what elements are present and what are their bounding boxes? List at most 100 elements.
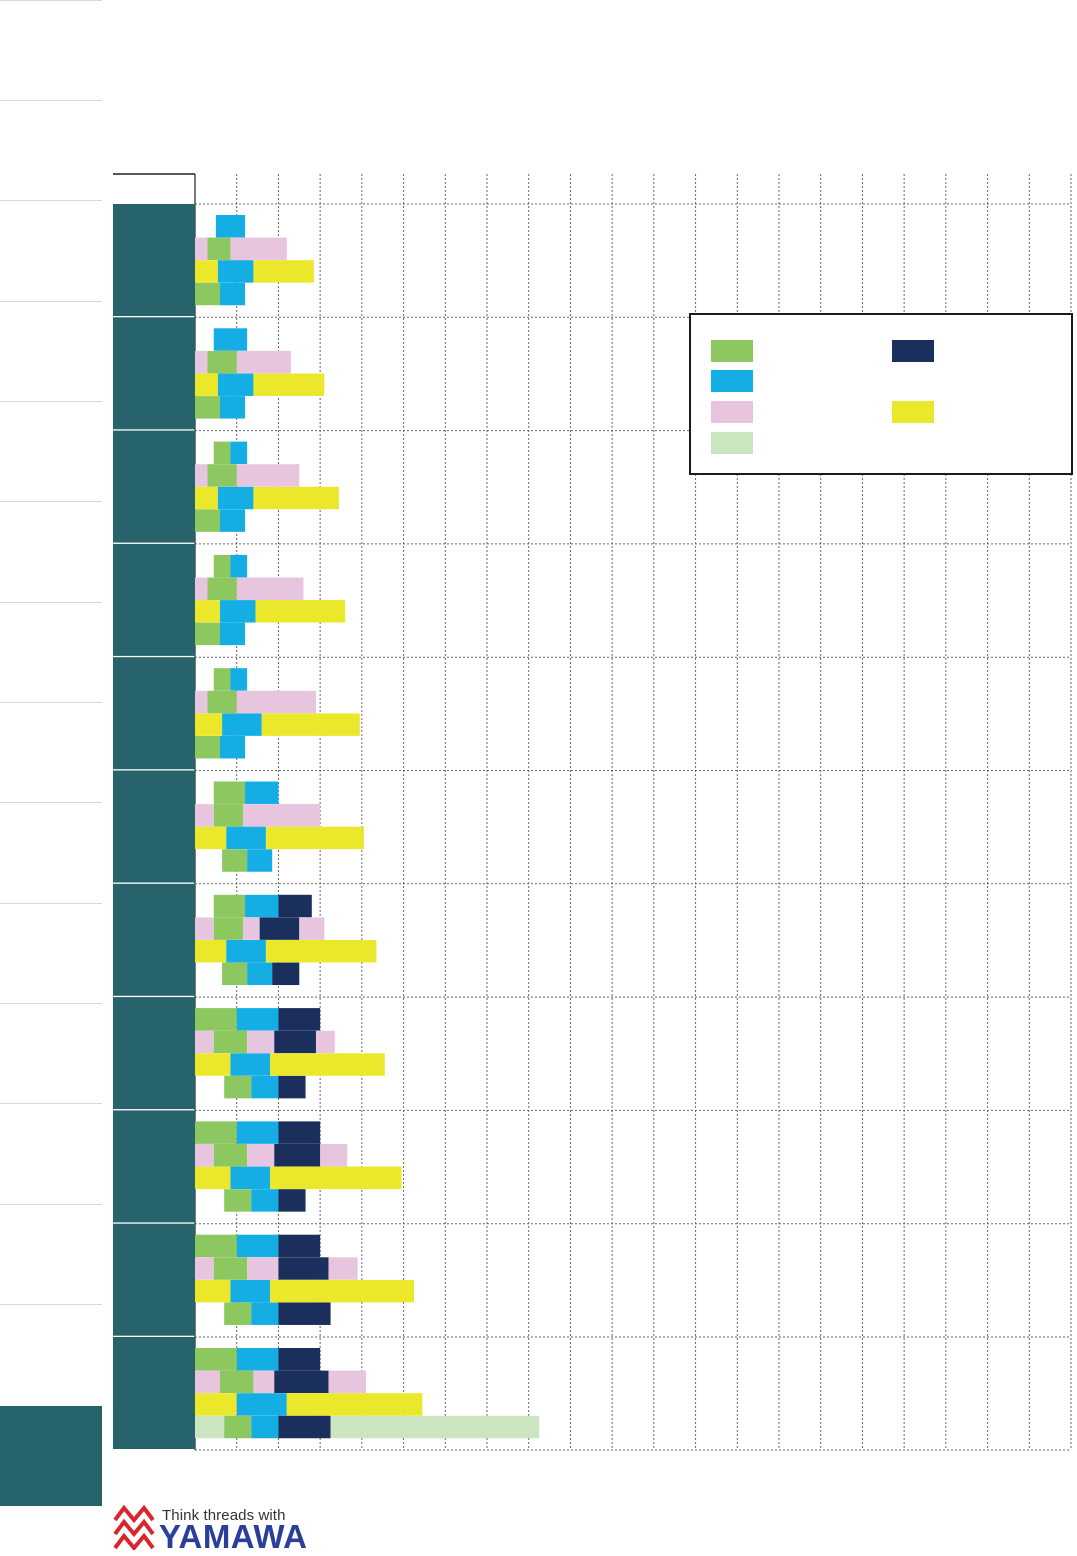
bar-segment-blue <box>220 736 246 759</box>
bar-segment-yellow <box>286 1393 423 1416</box>
bar-segment-green <box>213 1144 248 1167</box>
bar-segment-pink <box>195 350 208 374</box>
bar-segment-blue <box>222 713 262 736</box>
legend-item-yellow <box>892 401 942 423</box>
bar-segment-green <box>213 917 243 940</box>
bar-chart <box>113 173 1073 1451</box>
bar-segment-pink <box>328 1257 358 1280</box>
legend-item-green <box>711 340 761 362</box>
row-group-label <box>113 543 195 656</box>
chart-canvas <box>113 173 1072 1451</box>
legend-swatch <box>711 340 753 362</box>
bar-segment-green <box>213 1257 248 1280</box>
bar-segment-yellow <box>195 940 227 963</box>
chart-legend <box>689 313 1073 475</box>
bar-segment-pink <box>247 1144 275 1167</box>
bar-segment-pink <box>195 917 214 940</box>
bar-segment-green <box>222 962 248 986</box>
bar-segment-yellow <box>253 486 339 510</box>
legend-item-navy <box>892 340 942 362</box>
bar-segment-navy <box>272 962 300 986</box>
bar-segment-pink <box>236 464 300 487</box>
bar-segment-yellow <box>253 260 314 283</box>
bar-segment-pink <box>195 464 208 487</box>
bar-segment-blue <box>251 1415 279 1439</box>
row-group-label <box>113 883 195 996</box>
bar-segment-pink <box>195 577 208 600</box>
bar-segment-pink <box>195 1030 214 1054</box>
bar-segment-blue <box>217 486 254 510</box>
bar-segment-blue <box>236 1348 279 1371</box>
bar-segment-blue <box>220 600 256 623</box>
sidebar-divider <box>0 501 102 502</box>
footer-brand: Think threads with YAMAWA <box>112 1504 322 1555</box>
bar-segment-pink <box>253 1370 275 1394</box>
bar-segment-blue <box>251 1189 279 1212</box>
sidebar-divider <box>0 903 102 904</box>
bar-segment-green <box>224 1415 252 1439</box>
bar-segment-pink <box>195 1257 214 1280</box>
bar-segment-navy <box>278 1302 331 1325</box>
row-group-label <box>113 1110 195 1223</box>
bar-segment-navy <box>278 1257 329 1280</box>
bar-segment-green <box>213 894 246 918</box>
bar-segment-blue <box>230 668 248 691</box>
bar-segment-yellow <box>255 600 346 623</box>
bar-segment-yellow <box>195 600 221 623</box>
bar-segment-pink <box>299 917 325 940</box>
bar-segment-blue <box>220 396 246 419</box>
legend-swatch <box>892 401 934 423</box>
row-group-label <box>113 997 195 1110</box>
bar-segment-navy <box>278 1415 331 1439</box>
bar-segment-blue <box>226 940 266 963</box>
bar-segment-green <box>213 781 246 804</box>
bar-segment-green <box>224 1189 252 1212</box>
bar-segment-yellow <box>195 1166 231 1190</box>
bar-segment-blue <box>230 441 248 465</box>
legend-item-blue <box>711 370 761 392</box>
row-group-label <box>113 204 195 316</box>
bar-segment-blue <box>236 1008 279 1031</box>
row-group-label <box>113 657 195 770</box>
bar-segment-pink <box>320 1144 348 1167</box>
bar-segment-green <box>195 1348 237 1371</box>
bar-segment-pink <box>195 1144 214 1167</box>
sidebar-divider <box>0 401 102 402</box>
bar-segment-yellow <box>270 1053 385 1076</box>
bar-segment-green <box>207 350 237 374</box>
bar-segment-green <box>220 1370 254 1394</box>
bar-segment-yellow <box>253 373 325 396</box>
bar-segment-blue <box>217 373 254 396</box>
bar-segment-yellow <box>195 260 218 283</box>
bar-segment-green <box>207 690 237 714</box>
row-group-label <box>113 430 195 543</box>
bar-segment-pink <box>242 917 260 940</box>
sidebar-divider <box>0 602 102 603</box>
bar-segment-yellow <box>195 1279 231 1303</box>
bar-segment-blue <box>236 1121 279 1144</box>
row-group-label <box>113 317 195 430</box>
bar-segment-light-green <box>330 1415 540 1439</box>
sidebar-divider <box>0 200 102 201</box>
bar-segment-pink <box>236 350 291 374</box>
bar-segment-yellow <box>270 1279 414 1303</box>
bar-segment-green <box>213 1030 248 1054</box>
bar-segment-pink <box>328 1370 367 1394</box>
bar-segment-navy <box>274 1030 316 1054</box>
bar-segment-green <box>213 668 231 691</box>
bar-segment-blue <box>230 1279 271 1303</box>
sidebar-divider <box>0 1003 102 1004</box>
bar-segment-blue <box>226 826 266 850</box>
bar-segment-blue <box>230 1166 271 1190</box>
bar-segment-blue <box>217 260 254 283</box>
yamawa-logo-icon <box>113 1504 155 1550</box>
bar-segment-blue <box>220 282 246 306</box>
bar-segment-green <box>195 509 221 532</box>
sidebar <box>0 0 102 1506</box>
bar-segment-green <box>195 282 221 306</box>
bar-segment-yellow <box>261 713 360 736</box>
bar-segment-navy <box>259 917 300 940</box>
bar-segment-green <box>207 577 237 600</box>
sidebar-active-tab[interactable] <box>0 1406 102 1506</box>
bar-segment-pink <box>195 804 214 827</box>
